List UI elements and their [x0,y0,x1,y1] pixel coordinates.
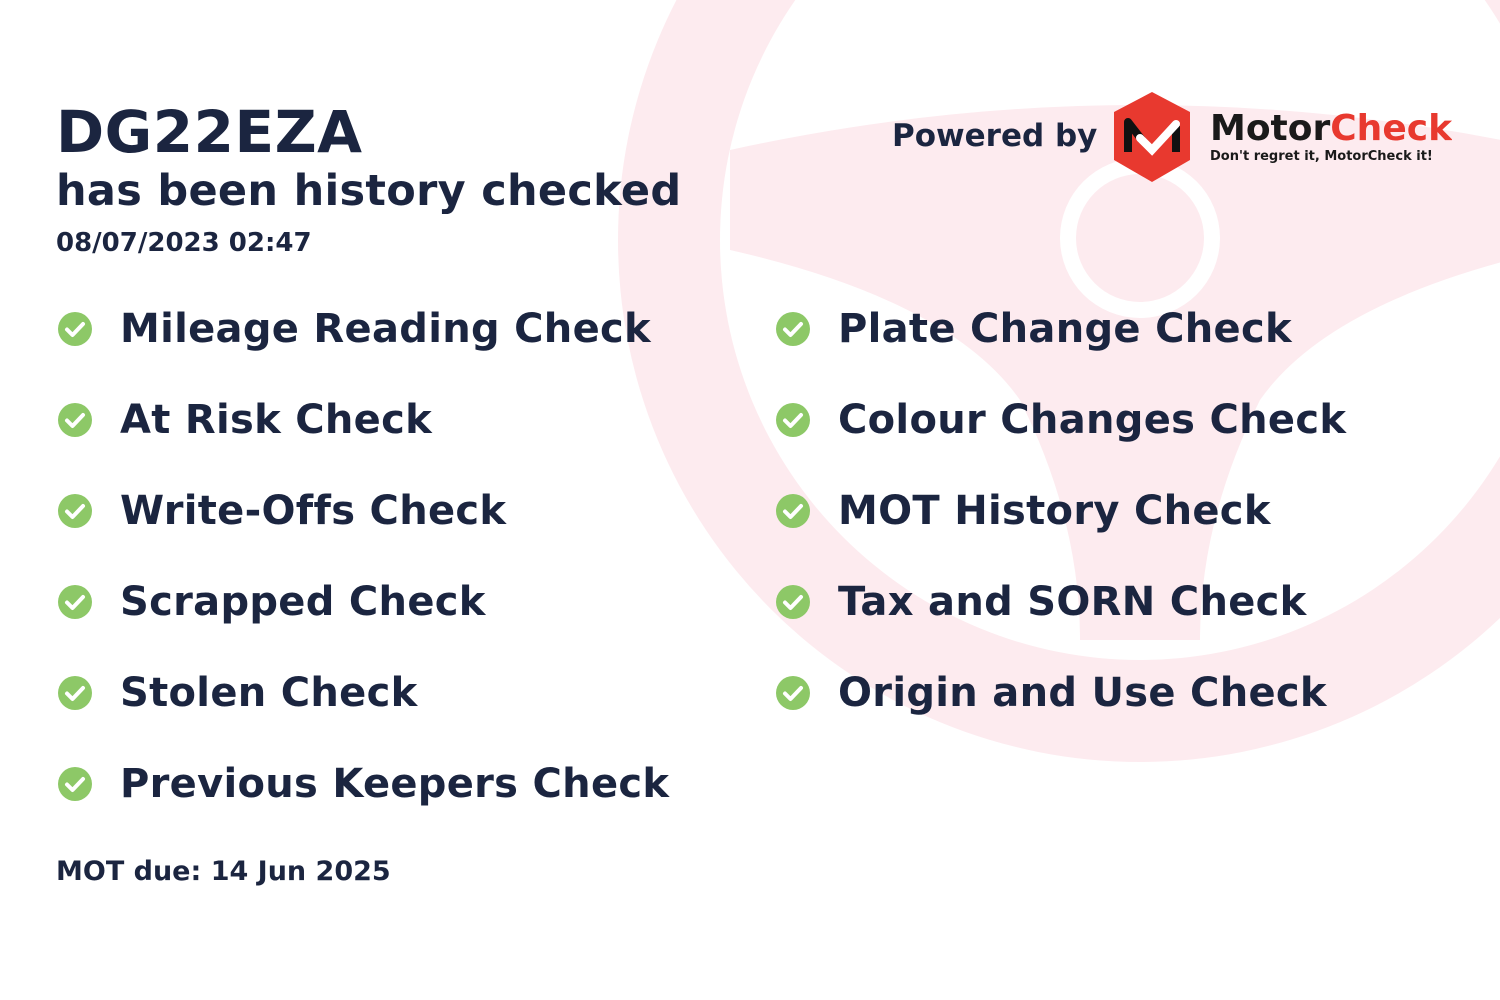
check-item: Colour Changes Check [774,397,1346,443]
vehicle-plate: DG22EZA [56,98,363,166]
check-item: At Risk Check [56,397,432,443]
check-circle-icon [776,312,810,346]
motorcheck-logo-icon: MotorCheck Don't regret it, MotorCheck i… [1114,92,1453,182]
check-label: Tax and SORN Check [838,579,1307,625]
check-label: Colour Changes Check [838,397,1347,443]
check-item: Mileage Reading Check [56,306,651,352]
check-circle-icon [58,494,92,528]
mot-due: MOT due: 14 Jun 2025 [56,856,391,887]
check-label: Scrapped Check [120,579,486,625]
svg-text:MotorCheck: MotorCheck [1210,108,1452,149]
check-label: MOT History Check [838,488,1271,534]
check-item: Stolen Check [56,670,418,716]
logo-word-motor: Motor [1210,108,1330,149]
check-item: MOT History Check [774,488,1271,534]
motorcheck-logo: MotorCheck Don't regret it, MotorCheck i… [1112,90,1453,190]
check-item: Write-Offs Check [56,488,506,534]
check-circle-icon [776,585,810,619]
check-label: Stolen Check [120,670,418,716]
powered-by-label: Powered by [892,118,1098,154]
check-circle-icon [58,312,92,346]
check-circle-icon [58,767,92,801]
check-circle-icon [776,403,810,437]
check-circle-icon [776,494,810,528]
logo-word-check: Check [1330,108,1452,149]
check-item: Origin and Use Check [774,670,1327,716]
check-label: Previous Keepers Check [120,761,670,807]
check-item: Previous Keepers Check [56,761,669,807]
check-label: Write-Offs Check [120,488,507,534]
logo-tagline: Don't regret it, MotorCheck it! [1210,149,1433,164]
check-datetime: 08/07/2023 02:47 [56,228,312,258]
check-item: Tax and SORN Check [774,579,1307,625]
check-label: Plate Change Check [838,306,1292,352]
check-circle-icon [58,676,92,710]
check-label: Mileage Reading Check [120,306,651,352]
check-circle-icon [58,585,92,619]
check-circle-icon [58,403,92,437]
check-item: Scrapped Check [56,579,486,625]
check-item: Plate Change Check [774,306,1292,352]
check-label: Origin and Use Check [838,670,1327,716]
page-subtitle: has been history checked [56,166,682,216]
check-circle-icon [776,676,810,710]
check-label: At Risk Check [120,397,433,443]
